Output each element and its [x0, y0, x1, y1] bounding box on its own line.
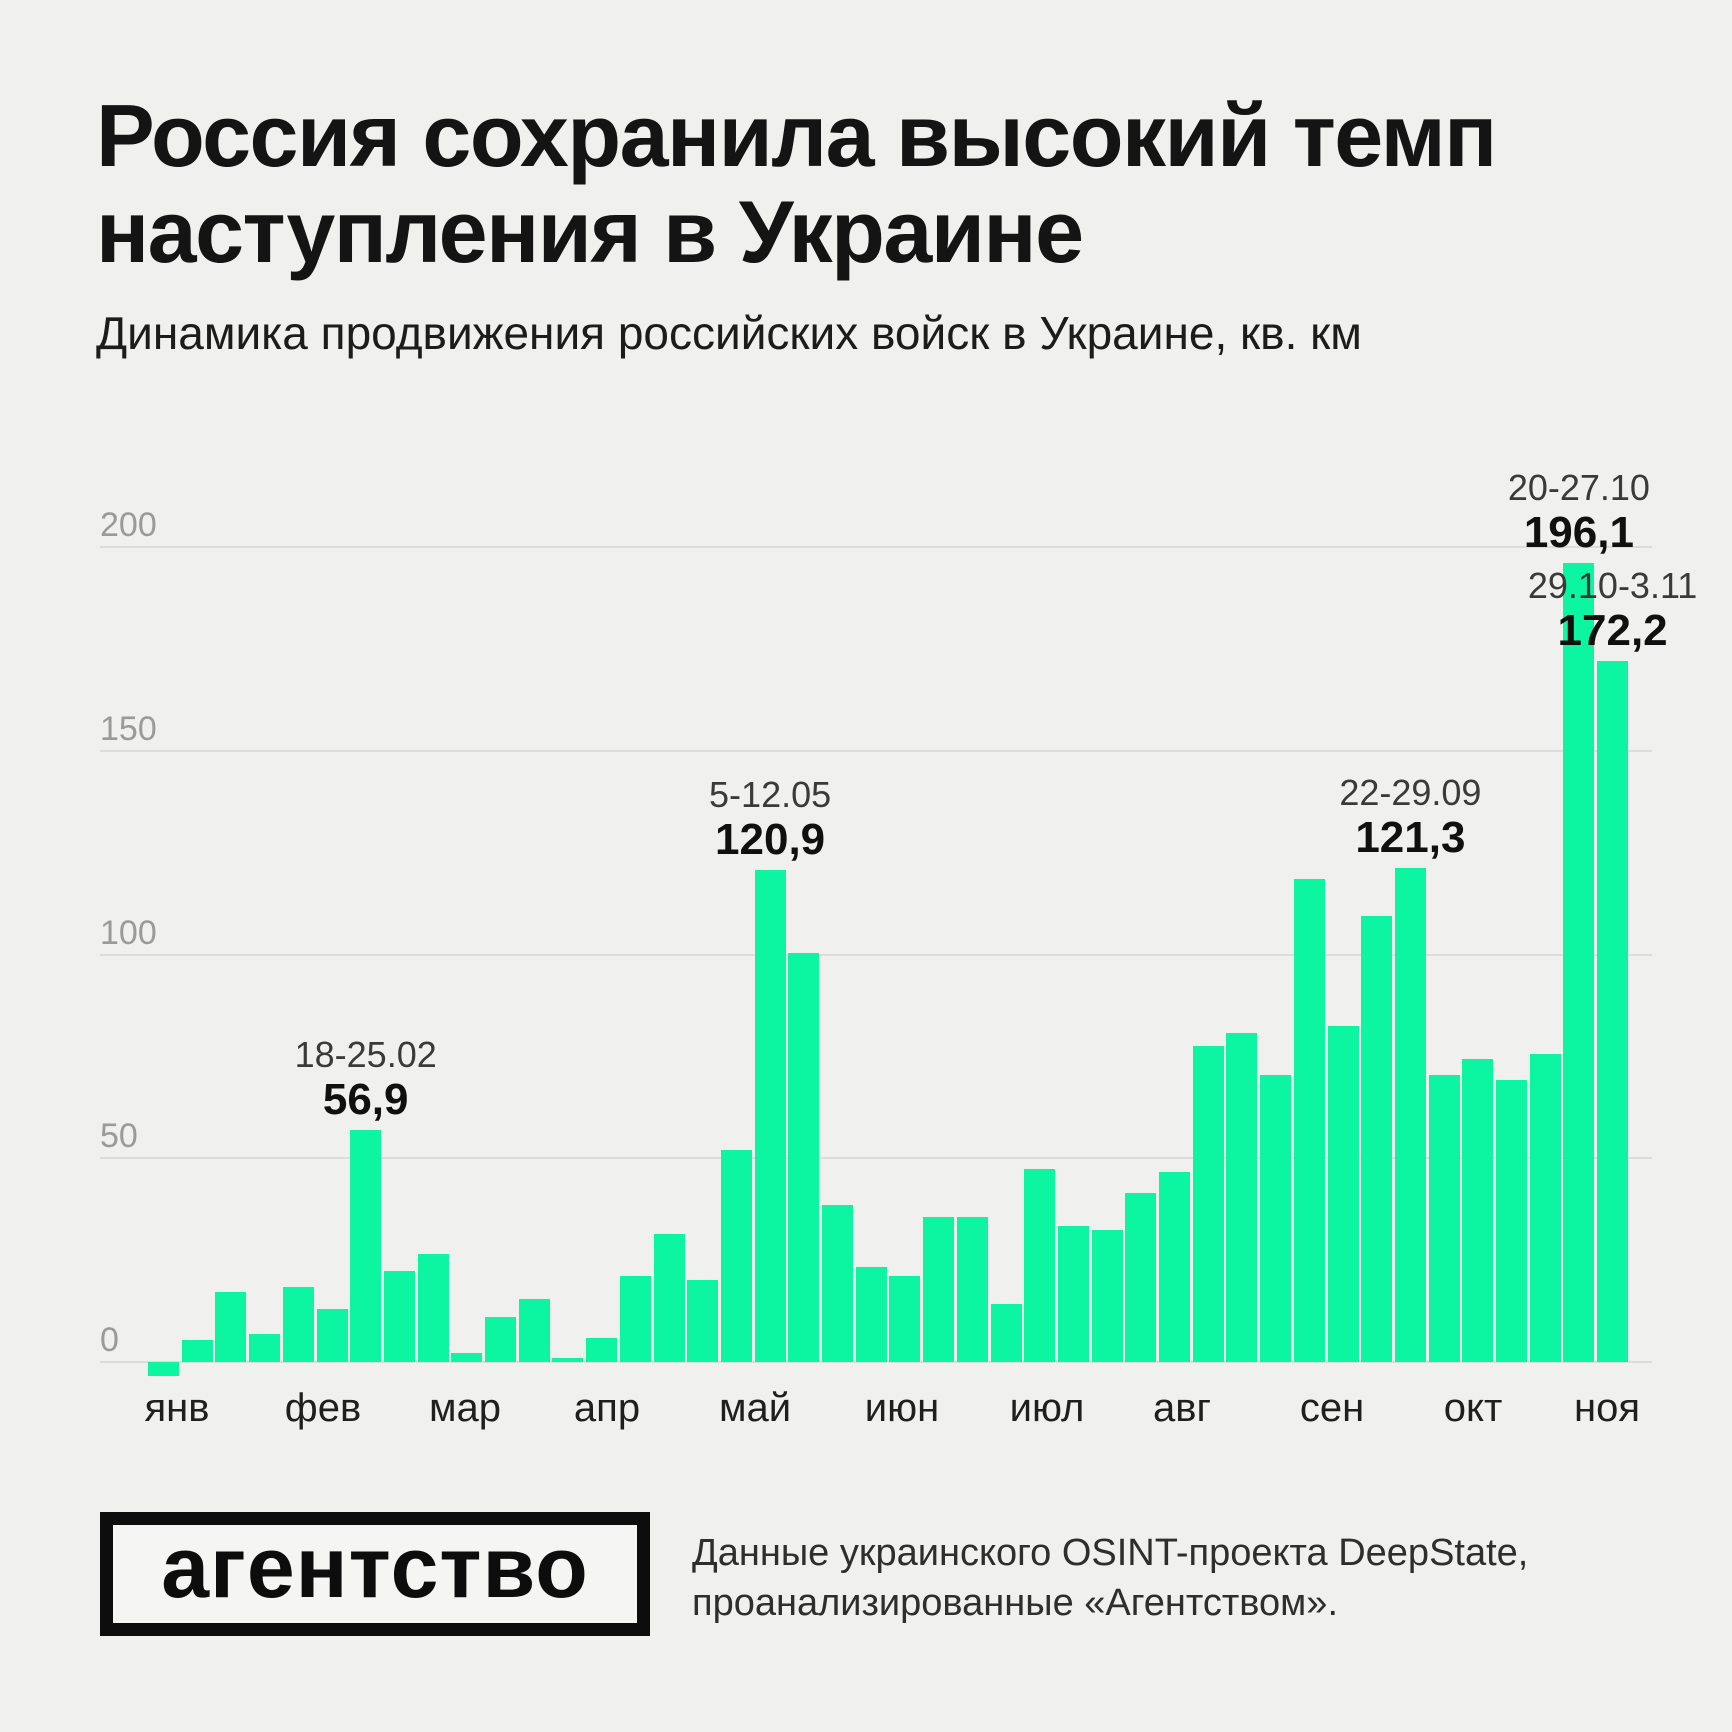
x-axis-label-янв: янв — [144, 1386, 210, 1430]
annotation-date: 22-29.09 — [1339, 771, 1482, 813]
bar-week-7 — [383, 1270, 415, 1362]
annotation-value: 56,9 — [322, 1075, 409, 1125]
x-axis-label-ноя: ноя — [1574, 1386, 1640, 1430]
bar-week-33 — [1260, 1074, 1292, 1362]
bar-week-42 — [1563, 563, 1595, 1362]
peak-annotation-18-25.02: 18-25.02 56,9 — [295, 1034, 437, 1124]
bar-week-19 — [788, 952, 820, 1362]
credit-line-2: проанализированные «Агентством». — [692, 1582, 1338, 1624]
bar-week-3 — [249, 1333, 281, 1362]
annotation-value: 121,3 — [1355, 812, 1466, 862]
y-axis-label-0: 0 — [100, 1321, 119, 1359]
bar-week-39 — [1462, 1058, 1494, 1362]
bar-week-2 — [215, 1291, 247, 1362]
annotation-date: 20-27.10 — [1507, 467, 1650, 509]
bar-week-1 — [181, 1340, 213, 1362]
bar-week-0 — [148, 1362, 179, 1376]
bar-week-8 — [417, 1254, 449, 1362]
agentstvo-logo-text: агентство — [161, 1520, 589, 1616]
peak-annotation-5-12.05: 5-12.05 120,9 — [709, 774, 831, 864]
annotation-value: 120,9 — [715, 814, 826, 864]
bar-week-20 — [822, 1205, 853, 1362]
gridline-100 — [100, 953, 1652, 956]
bar-week-6 — [350, 1130, 382, 1362]
bar-week-32 — [1226, 1033, 1258, 1362]
bar-week-41 — [1529, 1054, 1561, 1362]
bar-week-35 — [1327, 1025, 1359, 1362]
bar-week-9 — [451, 1352, 483, 1362]
bar-week-40 — [1496, 1079, 1527, 1362]
annotation-date: 18-25.02 — [294, 1034, 437, 1076]
bar-week-34 — [1293, 878, 1325, 1362]
gridline-150 — [100, 750, 1652, 753]
y-axis-label-100: 100 — [100, 913, 157, 952]
x-axis-label-июл: июл — [1009, 1386, 1085, 1430]
bar-week-37 — [1394, 867, 1426, 1362]
x-axis-label-май: май — [718, 1386, 792, 1430]
peak-annotation-20-27.10: 20-27.10 196,1 — [1508, 467, 1650, 557]
y-axis-label-200: 200 — [100, 506, 157, 545]
x-axis-label-окт: окт — [1443, 1386, 1503, 1430]
bar-week-11 — [518, 1299, 550, 1362]
page-title-line-2: наступления в Украине — [96, 182, 1084, 281]
page-title-line-1: Россия сохранила высокий темп — [96, 86, 1497, 185]
bar-week-12 — [552, 1358, 584, 1362]
bar-week-17 — [720, 1150, 752, 1362]
bar-week-13 — [586, 1337, 618, 1362]
bar-week-29 — [1125, 1192, 1157, 1362]
bar-week-26 — [1024, 1168, 1056, 1362]
bar-week-36 — [1361, 916, 1393, 1362]
gridline-0 — [100, 1361, 1652, 1363]
bar-week-21 — [855, 1266, 887, 1362]
gridline-50 — [100, 1157, 1652, 1160]
annotation-date: 5-12.05 — [709, 773, 832, 815]
bar-week-23 — [923, 1217, 955, 1362]
data-source-credit: Данные украинского OSINT-проекта DeepSta… — [692, 1528, 1528, 1628]
annotation-value: 196,1 — [1523, 508, 1634, 558]
bar-week-5 — [316, 1309, 348, 1362]
bar-week-16 — [687, 1279, 719, 1362]
bar-week-43 — [1597, 660, 1629, 1362]
bar-week-24 — [956, 1217, 988, 1362]
agentstvo-logo: агентство — [100, 1512, 650, 1636]
bar-week-28 — [1091, 1230, 1123, 1362]
x-axis-label-фев: фев — [284, 1386, 362, 1430]
gridline-200 — [100, 546, 1652, 549]
peak-annotation-29.10-3.11: 29.10-3.11 172,2 — [1528, 565, 1697, 655]
annotation-value: 172,2 — [1557, 605, 1668, 655]
bar-week-4 — [282, 1287, 314, 1362]
header: Россия сохранила высокий темп наступлени… — [96, 88, 1656, 362]
peak-annotation-22-29.09: 22-29.09 121,3 — [1339, 772, 1481, 862]
x-axis-label-июн: июн — [864, 1386, 940, 1430]
annotation-date: 29.10-3.11 — [1527, 564, 1698, 606]
chart-subtitle: Динамика продвижения российских войск в … — [96, 307, 1362, 359]
bar-week-15 — [653, 1233, 685, 1362]
x-axis-label-авг: авг — [1152, 1386, 1212, 1430]
bar-week-25 — [990, 1304, 1022, 1362]
bar-week-22 — [889, 1275, 921, 1362]
bar-week-30 — [1159, 1172, 1190, 1362]
x-axis-label-мар: мар — [429, 1386, 501, 1430]
x-axis-label-апр: апр — [573, 1386, 641, 1430]
bar-week-14 — [619, 1275, 651, 1362]
x-axis-label-сен: сен — [1299, 1386, 1365, 1430]
bar-week-27 — [1057, 1225, 1089, 1362]
bar-week-38 — [1428, 1074, 1460, 1362]
bar-week-10 — [485, 1316, 516, 1362]
y-axis-label-150: 150 — [100, 710, 157, 749]
bar-week-31 — [1192, 1045, 1224, 1362]
y-axis-label-50: 50 — [100, 1117, 138, 1156]
credit-line-1: Данные украинского OSINT-проекта DeepSta… — [692, 1532, 1529, 1574]
bar-week-18 — [754, 869, 786, 1362]
